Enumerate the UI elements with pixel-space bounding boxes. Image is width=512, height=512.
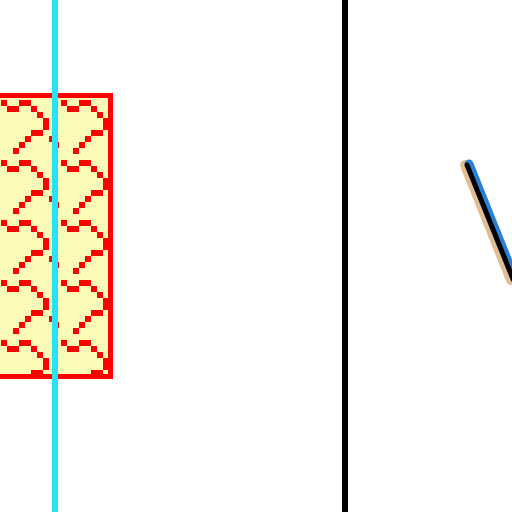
pen-stroke-icon	[460, 159, 512, 285]
cyan-guide-line	[52, 0, 58, 512]
vertical-divider	[342, 0, 348, 512]
